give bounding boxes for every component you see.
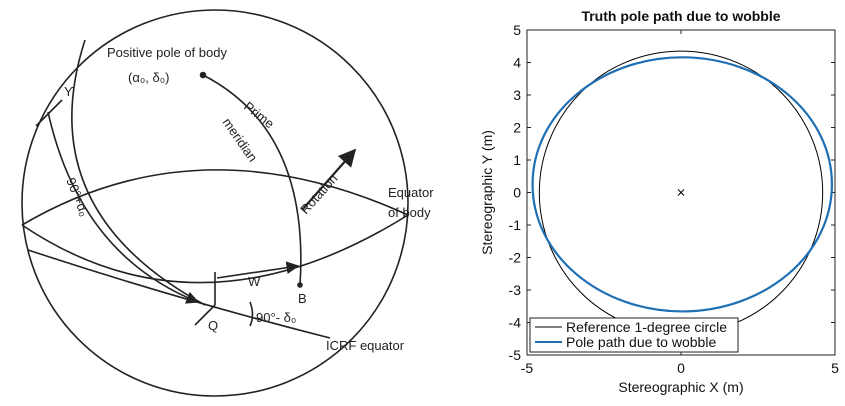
x-tick-label: 0 <box>677 360 685 376</box>
y-tick-label: -3 <box>509 282 522 298</box>
legend-label: Reference 1-degree circle <box>566 319 727 335</box>
b-dot <box>297 282 303 288</box>
meridian-label: meridian <box>220 115 261 164</box>
angle-label: 90°- δ₀ <box>256 310 296 325</box>
meridian-label: Prime <box>241 99 277 132</box>
rotation-label: Rotation <box>297 171 341 217</box>
vernal-label: ϒ <box>64 84 74 99</box>
angle-arc <box>249 301 254 327</box>
center-marker <box>677 189 685 196</box>
q-label: Q <box>208 318 218 333</box>
y-tick-label: 3 <box>513 87 521 103</box>
pole-coords: (α₀, δ₀) <box>128 70 169 85</box>
equator-label: Equator <box>388 185 434 200</box>
y-tick-label: 2 <box>513 120 521 136</box>
meridian <box>71 39 206 306</box>
rotation-arrow <box>301 148 357 211</box>
x-tick-label: -5 <box>521 360 534 376</box>
icrf-equator <box>27 249 331 339</box>
legend-label: Pole path due to wobble <box>566 334 716 350</box>
y-tick-label: -5 <box>509 347 522 363</box>
body-equator-back <box>21 169 409 226</box>
arc-label: 90°+α₀ <box>63 176 92 219</box>
y-tick-label: -4 <box>509 315 522 331</box>
y-tick-label: 4 <box>513 55 521 71</box>
series-line <box>531 56 834 313</box>
x-axis-label: Stereographic X (m) <box>618 379 743 395</box>
b-label: B <box>298 291 307 306</box>
w-label: W <box>248 274 261 289</box>
w-arrow <box>216 261 300 279</box>
series-line <box>538 50 824 335</box>
y-axis-label: Stereographic Y (m) <box>479 130 495 255</box>
prime-meridian <box>202 74 302 286</box>
plot-frame <box>526 29 836 356</box>
icrf-label: ICRF equator <box>326 338 405 353</box>
y-tick-label: 0 <box>513 185 521 201</box>
body-equator <box>21 214 409 284</box>
pole-dot <box>199 71 207 79</box>
chart: Truth pole path due to wobble Stereograph… <box>479 8 839 395</box>
chart-title: Truth pole path due to wobble <box>581 8 780 24</box>
x-tick-label: 5 <box>831 360 839 376</box>
equator-label: of body <box>388 205 431 220</box>
arc-arrow <box>47 111 200 304</box>
y-tick-label: 5 <box>513 22 521 38</box>
q-tick <box>194 304 216 326</box>
pole-label: Positive pole of body <box>107 45 227 60</box>
vernal-tick <box>35 99 63 127</box>
y-tick-label: 1 <box>513 152 521 168</box>
legend-box <box>529 317 739 353</box>
y-tick-label: -1 <box>509 217 522 233</box>
y-tick-label: -2 <box>509 250 522 266</box>
sphere <box>21 9 409 397</box>
sphere-diagram <box>21 9 409 397</box>
